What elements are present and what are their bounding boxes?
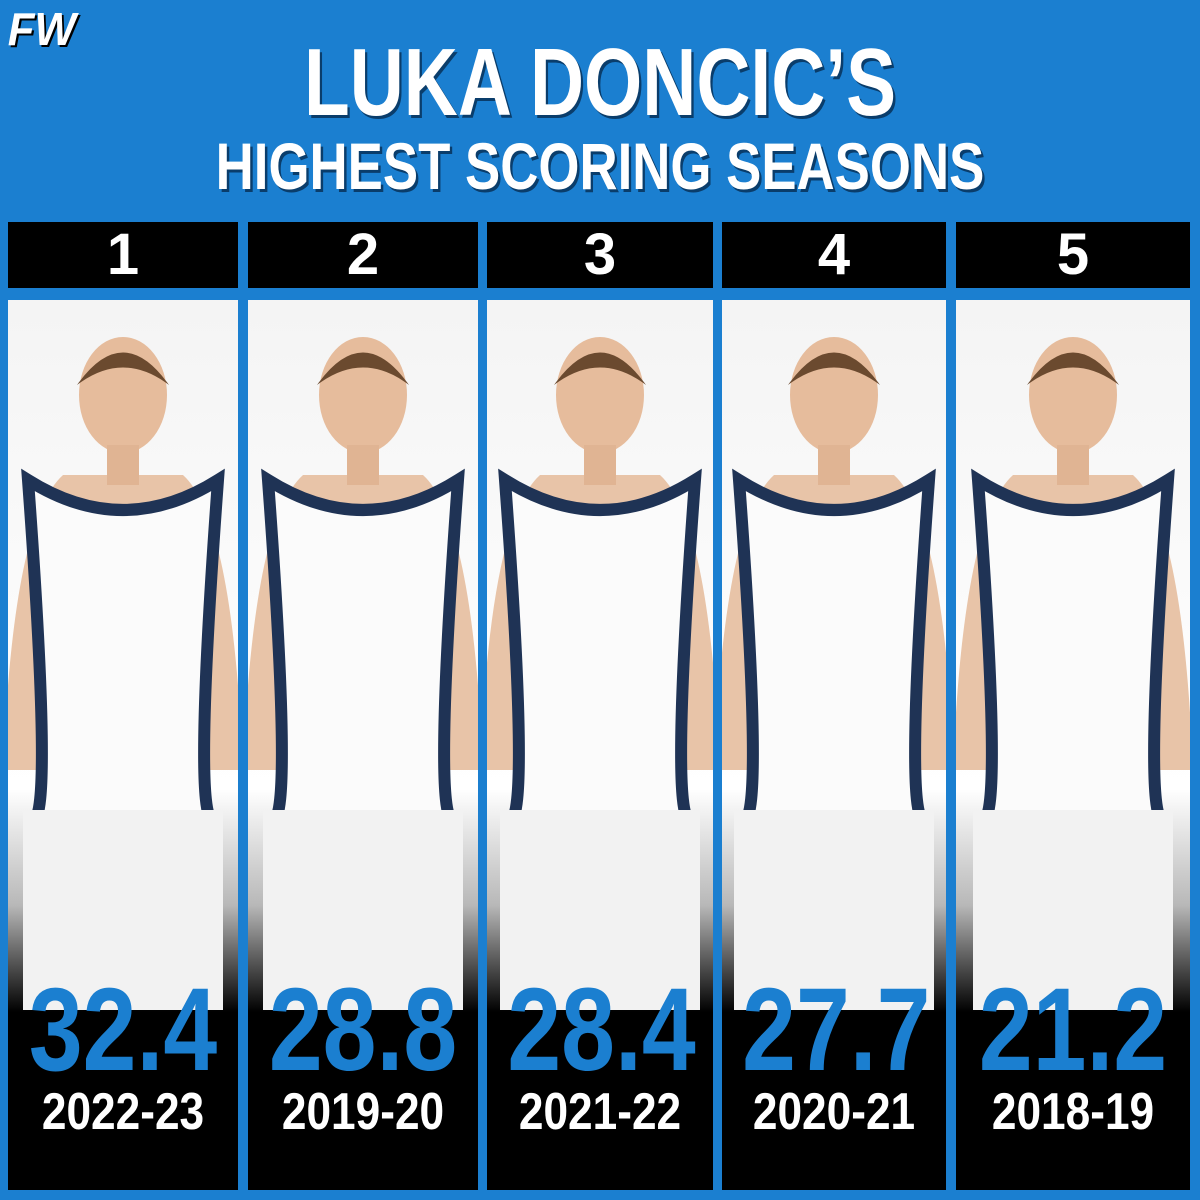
player-photo: [722, 300, 946, 1190]
player-silhouette: [248, 337, 478, 1010]
season-label: 2020-21: [752, 1083, 916, 1141]
player-photo: [8, 300, 238, 1190]
season-column: 5 21.2 2018-19: [956, 222, 1190, 1190]
season-label: 2021-22: [518, 1083, 682, 1141]
player-silhouette: [487, 337, 713, 1010]
points-per-game: 21.2: [978, 964, 1168, 1096]
season-label: 2018-19: [991, 1083, 1155, 1141]
season-label: 2022-23: [41, 1083, 205, 1141]
subtitle: HIGHEST SCORING SEASONS: [215, 129, 985, 203]
player-photo: [248, 300, 478, 1190]
season-column: 3 28.4 2021-22: [487, 222, 713, 1190]
points-per-game: 28.8: [268, 964, 458, 1096]
logo: FW: [7, 3, 76, 55]
season-label: 2019-20: [281, 1083, 445, 1141]
points-per-game: 32.4: [28, 964, 218, 1096]
rank-box: 1: [8, 222, 238, 288]
season-column: 1 32.4 2022-23: [8, 222, 238, 1190]
title: LUKA DONCIC’S: [303, 29, 897, 136]
points-per-game: 27.7: [742, 964, 931, 1096]
player-silhouette: [956, 337, 1190, 1010]
points-per-game: 28.4: [507, 964, 696, 1096]
rank-box: 3: [487, 222, 713, 288]
rank-box: 2: [248, 222, 478, 288]
rank-box: 4: [722, 222, 946, 288]
player-silhouette: [8, 337, 238, 1010]
player-photo: [487, 300, 713, 1190]
rank-box: 5: [956, 222, 1190, 288]
season-column: 4 27.7 2020-21: [722, 222, 946, 1190]
season-column: 2 28.8 2019-20: [248, 222, 478, 1190]
player-silhouette: [722, 337, 946, 1010]
player-photo: [956, 300, 1190, 1190]
